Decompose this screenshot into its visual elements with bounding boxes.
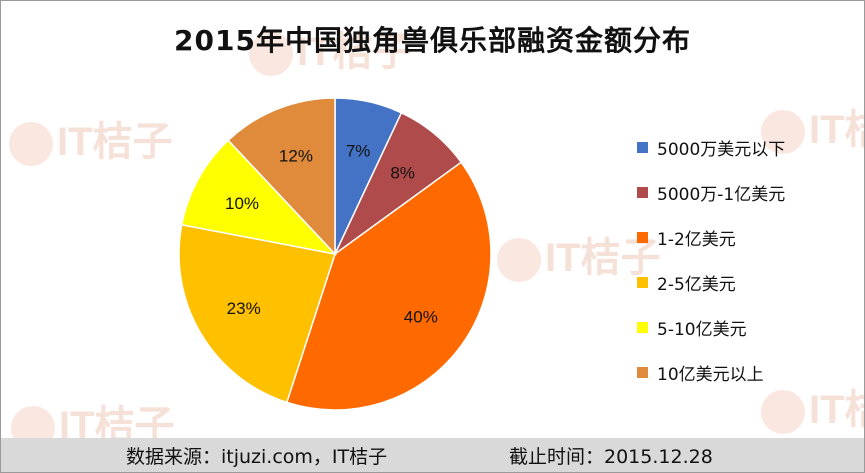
legend-swatch [637,277,648,288]
chart-title: 2015年中国独角兽俱乐部融资金额分布 [174,24,691,57]
legend-label: 10亿美元以上 [657,365,764,385]
pie-slice [227,97,336,256]
legend-swatch [637,187,648,198]
date-text: 截止时间：2015.12.28 [509,445,713,468]
legend-swatch [637,142,648,153]
slice-value-label: 10% [225,194,259,213]
legend-label: 5000万-1亿美元 [657,185,786,205]
slice-value-label: 40% [404,307,438,326]
pie-chart: 7% 8% 40% 23% 10% 12% [178,97,492,411]
slice-value-label: 8% [390,163,415,182]
legend-label: 5000万美元以下 [657,140,786,160]
source-text: 数据来源：itjuzi.com，IT桔子 [126,445,388,468]
legend-item: 5-10亿美元 [637,305,785,350]
legend-item: 2-5亿美元 [637,260,785,305]
legend-item: 5000万美元以下 [637,125,785,170]
slice-value-label: 23% [227,299,261,318]
legend-item: 5000万-1亿美元 [637,170,785,215]
legend-label: 2-5亿美元 [657,275,736,295]
legend-item: 1-2亿美元 [637,215,785,260]
slice-value-label: 12% [279,146,313,165]
legend-label: 5-10亿美元 [657,320,747,340]
footer-bar: 数据来源：itjuzi.com，IT桔子 截止时间：2015.12.28 [1,438,864,472]
legend-swatch [637,232,648,243]
legend-swatch [637,367,648,378]
legend-label: 1-2亿美元 [657,230,736,250]
pie-slice [285,161,492,411]
chart-legend: 5000万美元以下 5000万-1亿美元 1-2亿美元 2-5亿美元 5-10亿美元 10… [637,125,785,395]
legend-swatch [637,322,648,333]
slice-value-label: 7% [346,141,371,160]
pie-slice [180,139,338,256]
pie-slice [178,223,336,404]
legend-item: 10亿美元以上 [637,350,785,395]
